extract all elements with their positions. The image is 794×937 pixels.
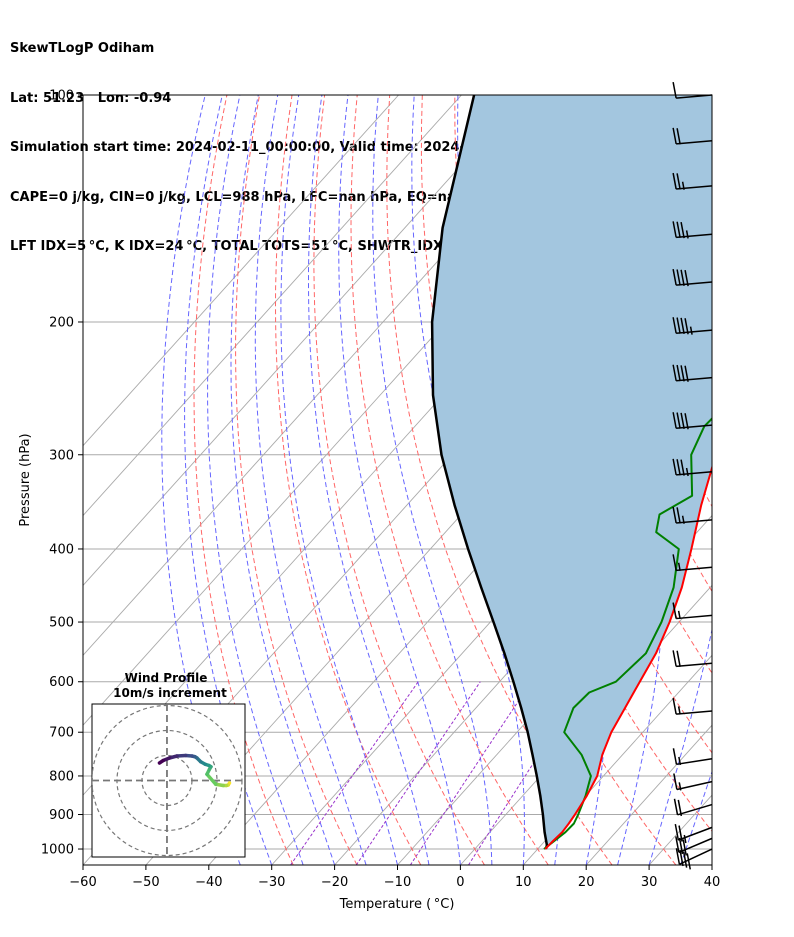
x-tick-label: 0: [456, 875, 464, 890]
x-axis: −60 −50 −40 −30 −20 −10 0 10 20 30 40: [69, 865, 720, 890]
x-tick-label: −20: [321, 875, 348, 890]
x-tick-label: 10: [515, 875, 532, 890]
y-tick-label: 700: [49, 726, 74, 741]
x-tick-label: 40: [704, 875, 721, 890]
moist-adiabat: [372, 95, 493, 865]
dry-adiabat: [748, 95, 794, 865]
wind-barb: [672, 650, 713, 668]
station-coordinates: Lat: 51.23 Lon: -0.94: [10, 90, 172, 106]
hodograph-segment: [205, 772, 218, 786]
wind-barb: [672, 364, 713, 382]
wind-barb: [672, 554, 713, 572]
wind-barb: [674, 823, 713, 844]
cin-shading: [432, 95, 712, 849]
wind-barb: [672, 602, 713, 620]
dry-adiabat: [274, 95, 422, 865]
hodograph-segment: [157, 758, 165, 765]
wind-barbs: [672, 81, 713, 870]
y-axis-label: Pressure (hPa): [18, 433, 33, 526]
y-tick-label: 400: [49, 542, 74, 557]
moist-adiabat: [230, 95, 336, 865]
moist-adiabat: [207, 95, 304, 865]
stability-indices: LFT IDX=5 °C, K IDX=24 °C, TOTAL TOTS=51…: [10, 239, 482, 254]
y-axis: 100 200 300 400 500 600 700 800 900 1000: [41, 89, 83, 858]
moist-adiabat: [711, 863, 712, 865]
y-tick-label: 500: [49, 616, 74, 631]
dry-adiabat: [235, 95, 358, 865]
moist-adiabat: [338, 95, 461, 865]
wind-barb: [673, 798, 713, 817]
x-tick-label: −30: [258, 875, 285, 890]
wind-barb: [672, 748, 713, 766]
isotherm-line: [83, 95, 399, 447]
y-tick-label: 800: [49, 769, 74, 784]
temperature-line: [544, 464, 712, 850]
wind-barb: [672, 268, 713, 287]
hodograph-inset: Wind Profile 10m/s increment: [91, 671, 246, 858]
parcel-line: [430, 95, 549, 850]
y-tick-label: 600: [49, 675, 74, 690]
hodograph-title: Wind Profile: [125, 671, 208, 685]
isotherm-line: [711, 864, 712, 865]
dry-adiabat: [780, 95, 794, 865]
x-tick-label: −50: [132, 875, 159, 890]
wind-barb: [672, 317, 713, 335]
dry-adiabat: [350, 95, 549, 865]
y-tick-label: 1000: [41, 843, 74, 858]
wind-barb: [672, 506, 713, 524]
y-tick-label: 200: [49, 315, 74, 330]
mixing-ratio-line: [290, 681, 419, 865]
y-tick-label: 300: [49, 448, 74, 463]
wind-barb: [672, 221, 713, 239]
x-tick-label: −60: [69, 875, 96, 890]
wind-barb: [672, 697, 713, 715]
x-tick-label: 30: [641, 875, 658, 890]
wind-barb: [675, 836, 713, 856]
dry-adiabat: [715, 95, 794, 865]
dry-adiabat: [313, 95, 485, 865]
moist-adiabat: [254, 95, 367, 865]
isotherm-line: [585, 724, 712, 865]
dry-adiabat: [193, 95, 294, 865]
wind-barb: [673, 773, 713, 791]
x-tick-label: −10: [384, 875, 411, 890]
wind-barb: [672, 458, 713, 477]
dewpoint-line: [543, 417, 712, 850]
x-tick-label: −40: [195, 875, 222, 890]
chart-title: SkewTLogP Odiham: [10, 41, 155, 56]
mixing-ratio-line: [409, 681, 532, 865]
isotherm-line: [522, 654, 712, 865]
moist-adiabat: [648, 95, 712, 865]
isotherm-line: [83, 95, 525, 587]
mixing-ratio-line: [355, 681, 481, 865]
y-tick-label: 900: [49, 808, 74, 823]
y-tick-label: 100: [49, 89, 74, 104]
isotherm-line: [397, 514, 712, 865]
moist-adiabat: [280, 95, 398, 865]
wind-barb: [672, 412, 713, 430]
moist-adiabat: [308, 95, 430, 865]
wind-barb: [672, 127, 713, 145]
x-tick-label: 20: [578, 875, 595, 890]
x-axis-label: Temperature ( °C): [339, 897, 455, 912]
isotherm-line: [83, 95, 462, 517]
cape-fill-layer: [432, 95, 712, 849]
moist-adiabat: [680, 770, 712, 865]
profile-lines: [430, 95, 712, 850]
hodograph-subtitle: 10m/s increment: [113, 686, 227, 700]
moist-adiabat: [184, 95, 273, 865]
wind-barb: [672, 172, 713, 190]
